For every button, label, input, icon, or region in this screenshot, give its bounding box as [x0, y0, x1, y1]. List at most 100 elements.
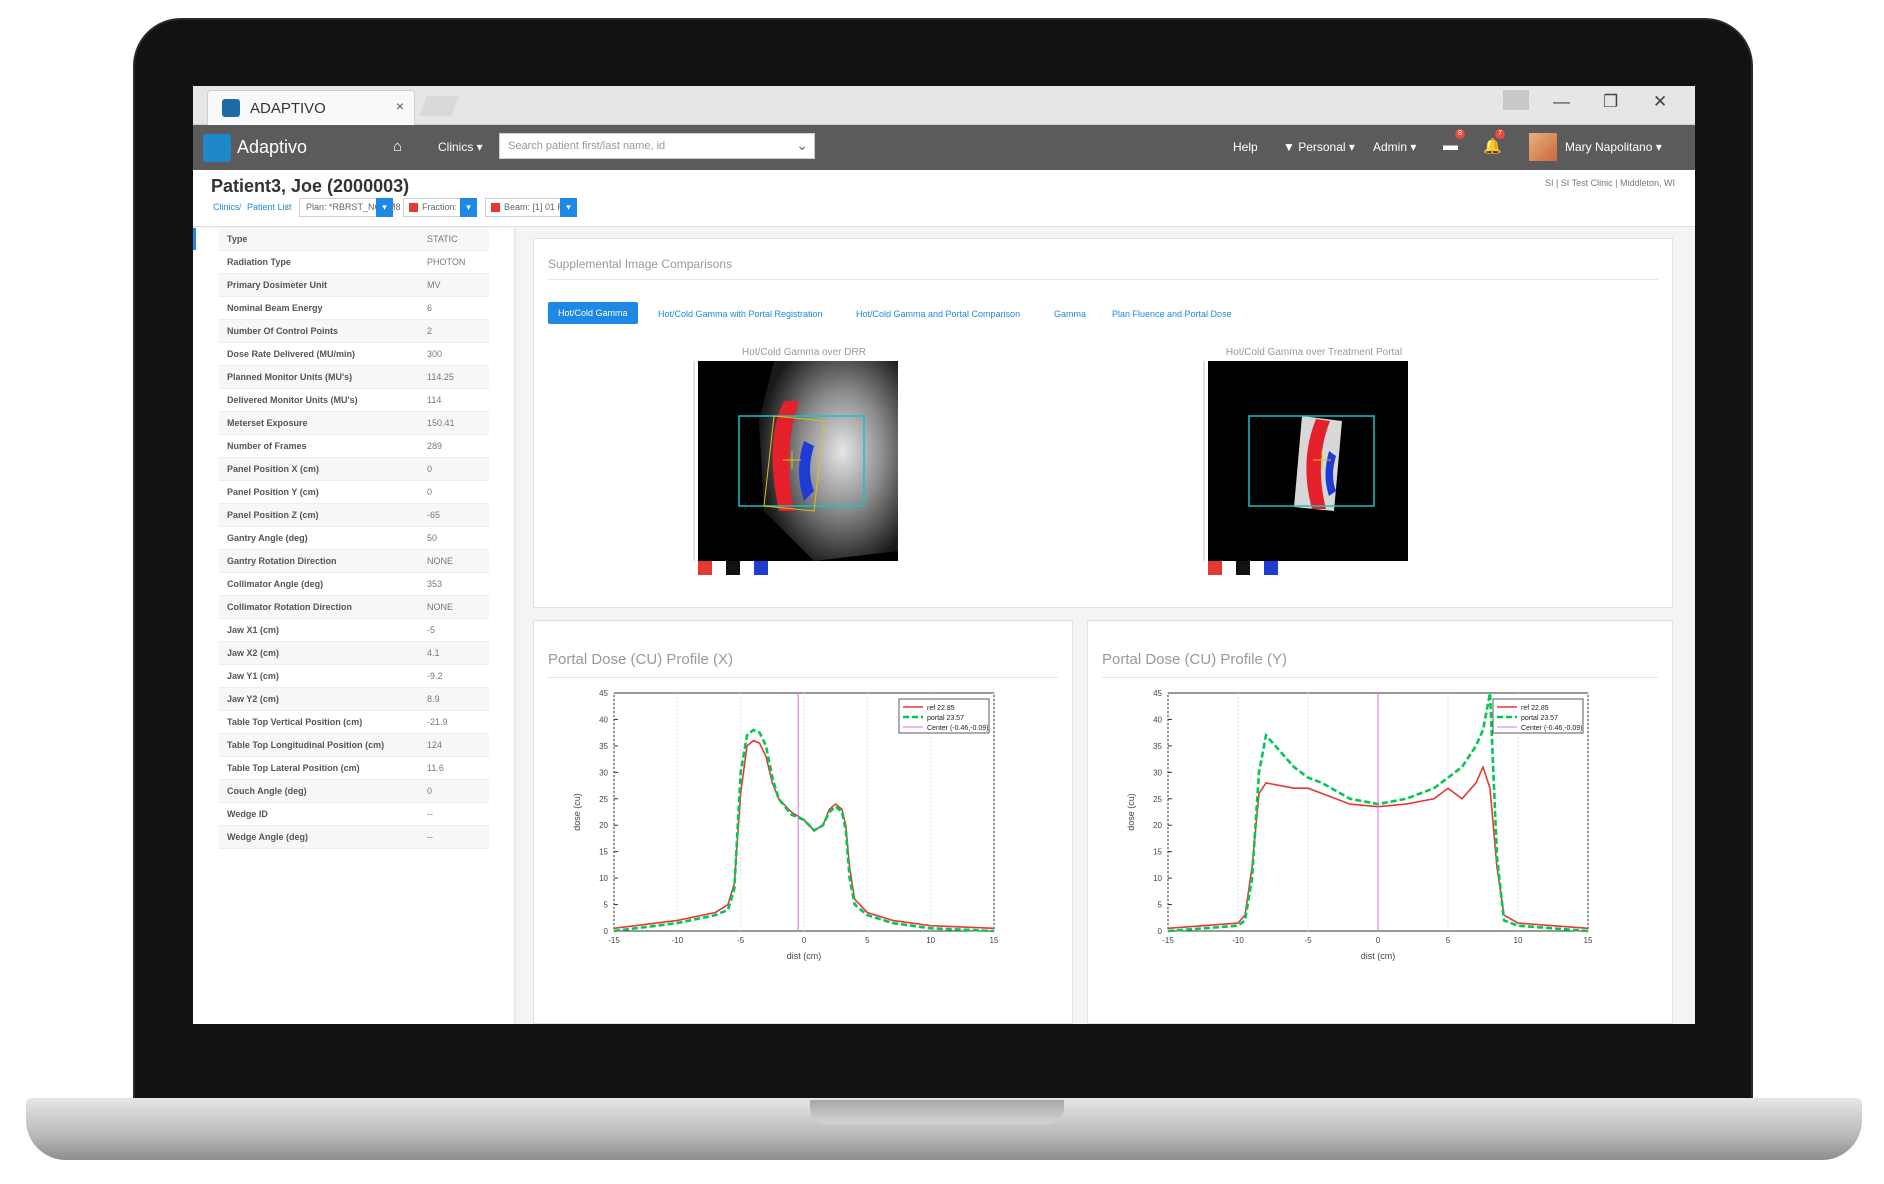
brand-name[interactable]: Adaptivo — [237, 137, 308, 157]
beam-status-icon — [491, 203, 500, 212]
property-key: Type — [227, 234, 248, 244]
property-key: Meterset Exposure — [227, 418, 308, 428]
property-key: Nominal Beam Energy — [227, 303, 323, 313]
property-value: -- — [427, 809, 433, 819]
property-value: 124 — [427, 740, 443, 750]
x-tick-label: -15 — [608, 936, 620, 945]
property-key: Delivered Monitor Units (MU's) — [227, 395, 358, 405]
adaptivo-favicon-icon — [222, 99, 240, 117]
chevron-down-icon[interactable]: ▾ — [460, 198, 477, 217]
property-row: Jaw X1 (cm) -5 — [219, 619, 489, 642]
y-tick-label: 0 — [1158, 927, 1163, 936]
user-menu[interactable]: Mary Napolitano ▾ — [1565, 140, 1662, 154]
clinics-menu[interactable]: Clinics ▾ — [438, 140, 483, 154]
plan-select[interactable]: Plan: *RBRST_NORM8 ▾ — [299, 198, 401, 217]
property-row: Table Top Vertical Position (cm) -21.9 — [219, 711, 489, 734]
property-value: -9.2 — [427, 671, 443, 681]
chevron-down-icon[interactable]: ▾ — [376, 198, 393, 217]
property-key: Radiation Type — [227, 257, 291, 267]
property-key: Gantry Rotation Direction — [227, 556, 337, 566]
profile-y-title: Portal Dose (CU) Profile (Y) — [1102, 651, 1288, 668]
new-tab-button[interactable] — [419, 96, 459, 116]
profile-y-chart[interactable]: -15 -10 -5 0 5 10 15 0 5 10 15 20 25 30 35 40 45 dist (cm… — [1098, 681, 1658, 981]
profile-x-chart[interactable]: -15 -10 -5 0 5 10 15 0 5 10 15 20 25 30 35 40 45 dist (cm… — [544, 681, 1064, 981]
home-icon[interactable]: ⌂ — [393, 138, 403, 155]
profile-x-card: Portal Dose (CU) Profile (X) -15 -10 -5 0 5 1… — [533, 620, 1073, 1024]
breadcrumb-clinics[interactable]: Clinics — [213, 202, 240, 212]
avatar[interactable] — [1529, 133, 1557, 161]
tab-hot-cold-gamma-portal-registration[interactable]: Hot/Cold Gamma with Portal Registration — [658, 309, 823, 319]
tab-plan-fluence-portal-dose[interactable]: Plan Fluence and Portal Dose — [1112, 309, 1232, 319]
tab-gamma[interactable]: Gamma — [1054, 309, 1087, 319]
y-tick-label: 35 — [1153, 742, 1162, 751]
messages-icon[interactable]: ▬ — [1443, 137, 1458, 154]
x-tick-label: 10 — [926, 936, 935, 945]
property-value: 289 — [427, 441, 443, 451]
property-row: Jaw X2 (cm) 4.1 — [219, 642, 489, 665]
chevron-down-icon[interactable]: ▾ — [560, 198, 577, 217]
property-value: 114 — [427, 395, 442, 405]
panel-accent — [193, 228, 196, 250]
property-row: Jaw Y1 (cm) -9.2 — [219, 665, 489, 688]
property-key: Wedge ID — [227, 809, 268, 819]
y-tick-label: 40 — [1153, 715, 1162, 724]
y-tick-label: 25 — [1153, 795, 1162, 804]
gamma-portal-image[interactable] — [1174, 361, 1414, 586]
y-tick-label: 35 — [599, 742, 608, 751]
gamma-drr-image[interactable] — [664, 361, 904, 586]
admin-menu[interactable]: Admin ▾ — [1373, 140, 1417, 154]
x-tick-label: -10 — [1232, 936, 1244, 945]
personal-menu[interactable]: ▼ Personal ▾ — [1283, 140, 1355, 154]
property-key: Collimator Rotation Direction — [227, 602, 353, 612]
beam-properties-panel: Type STATIC Radiation Type PHOTON Primary Do… — [193, 228, 513, 1024]
browser-user-icon[interactable] — [1503, 90, 1529, 110]
panel-divider — [515, 228, 516, 1024]
property-value: 114.25 — [427, 372, 454, 382]
property-value: -5 — [427, 625, 436, 635]
property-value: MV — [427, 280, 441, 290]
property-key: Wedge Angle (deg) — [227, 832, 308, 842]
property-row: Radiation Type PHOTON — [219, 251, 489, 274]
beam-select[interactable]: Beam: [1] 01 RMT ▾ — [485, 198, 577, 217]
tab-hot-cold-gamma[interactable]: Hot/Cold Gamma — [548, 302, 638, 324]
close-window-button[interactable]: ✕ — [1653, 92, 1668, 111]
y-tick-label: 45 — [599, 689, 608, 698]
fraction-select[interactable]: Fraction: [1] ▾ — [403, 198, 477, 217]
property-row: Primary Dosimeter Unit MV — [219, 274, 489, 297]
property-value: 0 — [427, 786, 433, 796]
property-value: -21.9 — [427, 717, 448, 727]
property-row: Couch Angle (deg) 0 — [219, 780, 489, 803]
minimize-button[interactable]: — — [1553, 92, 1570, 111]
ref-series-line — [1167, 764, 1589, 930]
image1-title: Hot/Cold Gamma over DRR — [742, 347, 866, 358]
browser-tabbar: ADAPTIVO × — ❐ ✕ — [193, 86, 1695, 125]
y-tick-label: 25 — [599, 795, 608, 804]
adaptivo-logo-icon[interactable] — [203, 134, 231, 162]
search-placeholder: Search patient first/last name, id — [508, 140, 666, 152]
browser-tab[interactable]: ADAPTIVO × — [207, 90, 415, 125]
y-tick-label: 5 — [1158, 901, 1163, 910]
property-key: Planned Monitor Units (MU's) — [227, 372, 353, 382]
patient-search-input[interactable]: Search patient first/last name, id ⌄ — [499, 133, 815, 159]
property-key: Couch Angle (deg) — [227, 786, 307, 796]
property-value: 0 — [427, 464, 433, 474]
y-tick-label: 40 — [599, 715, 608, 724]
property-value: 2 — [427, 326, 433, 336]
x-tick-label: 0 — [802, 936, 807, 945]
restore-button[interactable]: ❐ — [1603, 92, 1619, 111]
fraction-status-icon — [409, 203, 418, 212]
notifications-badge: 7 — [1495, 129, 1505, 139]
property-row: Number Of Control Points 2 — [219, 320, 489, 343]
property-key: Gantry Angle (deg) — [227, 533, 308, 543]
property-value: -- — [427, 832, 433, 842]
help-link[interactable]: Help — [1233, 140, 1258, 154]
breadcrumb-patient-list[interactable]: Patient List — [247, 202, 292, 212]
bell-icon[interactable]: 🔔 — [1483, 138, 1502, 155]
tab-close-icon[interactable]: × — [395, 98, 404, 114]
breadcrumb-separator: / — [286, 202, 289, 212]
tab-hot-cold-gamma-portal-comparison[interactable]: Hot/Cold Gamma and Portal Comparison — [856, 309, 1021, 319]
property-value: NONE — [427, 556, 454, 566]
property-value: 150.41 — [427, 418, 455, 428]
property-row: Wedge ID -- — [219, 803, 489, 826]
chevron-down-icon[interactable]: ⌄ — [796, 137, 808, 153]
